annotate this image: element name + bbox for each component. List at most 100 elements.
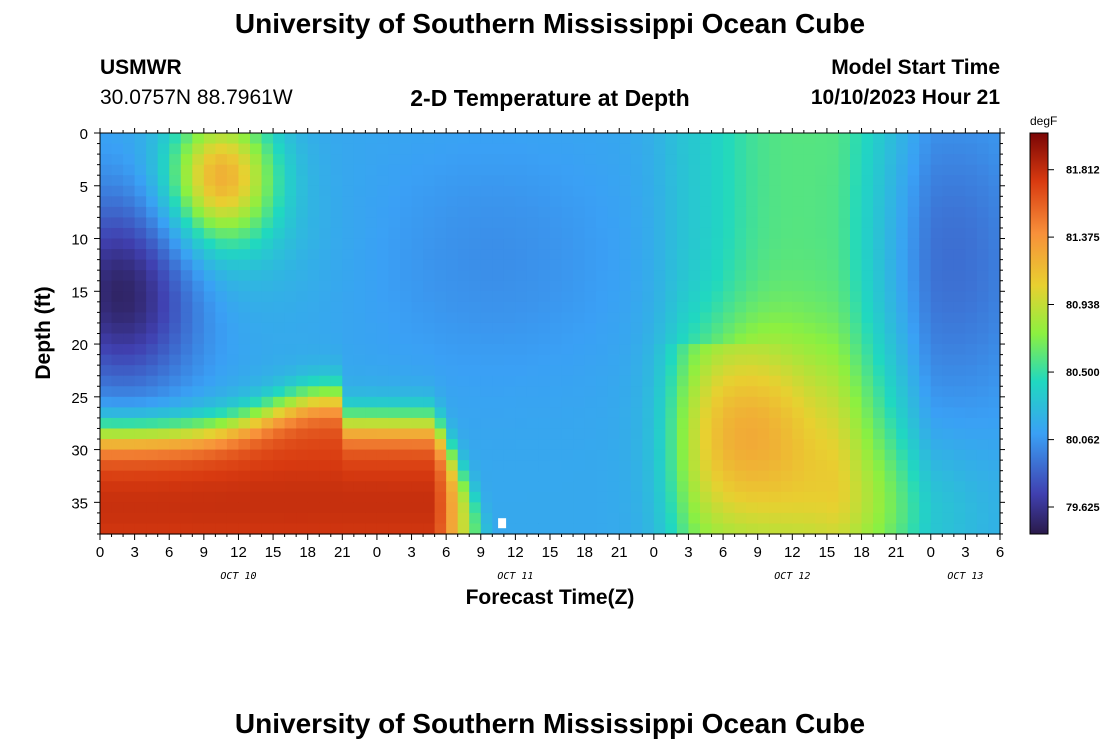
heatmap-cell xyxy=(203,407,216,419)
heatmap-cell xyxy=(584,322,597,335)
heatmap-cell xyxy=(596,133,609,145)
heatmap-cell xyxy=(653,322,666,335)
heatmap-cell xyxy=(423,206,436,219)
heatmap-cell xyxy=(146,227,159,240)
heatmap-cell xyxy=(838,470,851,482)
heatmap-cell xyxy=(388,154,401,166)
heatmap-cell xyxy=(965,259,978,271)
heatmap-cell xyxy=(388,143,401,155)
heatmap-cell xyxy=(723,491,736,503)
heatmap-cell xyxy=(838,322,851,335)
heatmap-cell xyxy=(607,460,620,472)
heatmap-cell xyxy=(284,322,297,335)
heatmap-cell xyxy=(723,227,736,240)
heatmap-cell xyxy=(815,344,828,356)
heatmap-cell xyxy=(526,185,540,197)
heatmap-cell xyxy=(976,491,990,503)
heatmap-cell xyxy=(365,133,378,145)
x-tick-label: 0 xyxy=(927,544,935,561)
heatmap-cell xyxy=(988,270,1001,282)
heatmap-cell xyxy=(157,143,170,155)
heatmap-cell xyxy=(296,333,309,345)
heatmap-cell xyxy=(642,143,655,155)
heatmap-cell xyxy=(630,502,643,514)
heatmap-cell xyxy=(538,217,551,229)
heatmap-cell xyxy=(503,417,516,430)
heatmap-cell xyxy=(538,428,551,440)
heatmap-cell xyxy=(457,249,470,261)
heatmap-cell xyxy=(169,270,182,282)
heatmap-cell xyxy=(780,280,793,292)
y-tick-label: 20 xyxy=(71,337,88,354)
heatmap-cell xyxy=(307,491,320,503)
heatmap-cell xyxy=(526,375,540,387)
heatmap-cell xyxy=(446,470,459,482)
heatmap-cell xyxy=(215,460,228,472)
heatmap-cell xyxy=(538,291,551,303)
heatmap-cell xyxy=(769,417,782,430)
heatmap-cell xyxy=(203,175,216,187)
heatmap-cell xyxy=(873,439,886,451)
heatmap-cell xyxy=(353,428,366,440)
heatmap-cell xyxy=(296,407,309,419)
heatmap-cell xyxy=(307,407,320,419)
heatmap-cell xyxy=(596,249,609,261)
heatmap-cell xyxy=(400,322,413,335)
heatmap-cell xyxy=(503,175,516,187)
heatmap-cell xyxy=(100,449,113,461)
heatmap-cell xyxy=(757,154,770,166)
heatmap-cell xyxy=(792,175,805,187)
heatmap-cell xyxy=(988,460,1001,472)
heatmap-cell xyxy=(100,322,113,335)
heatmap-cell xyxy=(365,164,378,176)
heatmap-cell xyxy=(757,386,770,398)
heatmap-cell xyxy=(226,365,240,377)
heatmap-cell xyxy=(711,196,724,208)
heatmap-cell xyxy=(273,175,286,187)
heatmap-cell xyxy=(780,249,793,261)
heatmap-cell xyxy=(630,481,643,493)
heatmap-cell xyxy=(307,196,320,208)
heatmap-cell xyxy=(630,470,643,482)
heatmap-cell xyxy=(134,502,147,514)
heatmap-cell xyxy=(319,280,332,292)
heatmap-cell xyxy=(607,280,620,292)
heatmap-cell xyxy=(561,512,574,525)
heatmap-cell xyxy=(307,523,320,535)
heatmap-cell xyxy=(238,196,251,208)
heatmap-cell xyxy=(100,164,113,176)
heatmap-cell xyxy=(815,133,828,145)
heatmap-cell xyxy=(619,259,632,271)
heatmap-cell xyxy=(123,227,136,240)
heatmap-cell xyxy=(930,470,943,482)
heatmap-cell xyxy=(653,133,666,145)
heatmap-cell xyxy=(284,185,297,197)
heatmap-cell xyxy=(100,259,113,271)
heatmap-cell xyxy=(988,344,1001,356)
heatmap-cell xyxy=(688,291,701,303)
heatmap-cell xyxy=(376,470,390,482)
heatmap-cell xyxy=(769,322,782,335)
heatmap-cell xyxy=(342,365,355,377)
heatmap-cell xyxy=(803,428,816,440)
heatmap-cell xyxy=(573,333,586,345)
heatmap-cell xyxy=(526,143,540,155)
heatmap-cell xyxy=(561,322,574,335)
heatmap-cell xyxy=(930,206,943,219)
heatmap-cell xyxy=(826,460,840,472)
heatmap-cell xyxy=(930,154,943,166)
heatmap-cell xyxy=(330,133,343,145)
heatmap-cell xyxy=(538,460,551,472)
heatmap-cell xyxy=(757,217,770,229)
heatmap-cell xyxy=(838,249,851,261)
heatmap-cell xyxy=(780,217,793,229)
heatmap-cell xyxy=(965,428,978,440)
heatmap-cell xyxy=(330,238,343,250)
heatmap-cell xyxy=(400,291,413,303)
heatmap-cell xyxy=(792,133,805,145)
heatmap-cell xyxy=(746,312,759,324)
heatmap-cell xyxy=(273,312,286,324)
heatmap-cell xyxy=(907,449,920,461)
heatmap-cell xyxy=(838,143,851,155)
heatmap-cell xyxy=(861,196,874,208)
